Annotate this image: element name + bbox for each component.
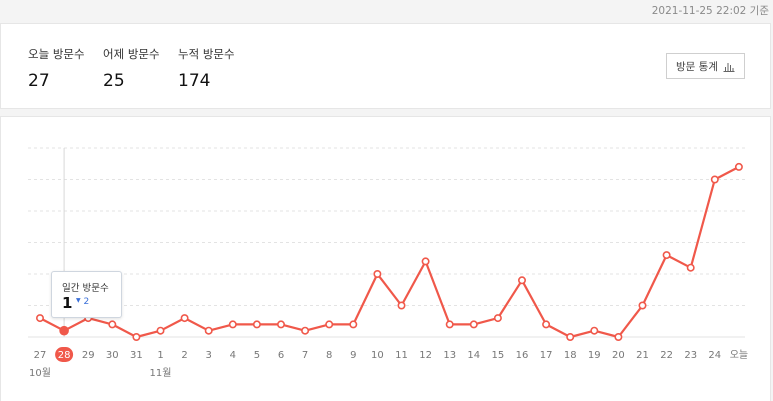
- chart-x-tick-label[interactable]: 9: [350, 350, 356, 361]
- chart-x-tick-label[interactable]: 23: [684, 350, 697, 361]
- chart-grid: [28, 147, 745, 338]
- chart-data-point[interactable]: [493, 314, 502, 323]
- visit-stats-button[interactable]: 방문 통계: [666, 53, 745, 79]
- chart-data-point[interactable]: [445, 320, 454, 329]
- chart-x-tick-label[interactable]: 17: [540, 350, 553, 361]
- chart-x-tick-label[interactable]: 30: [106, 350, 119, 361]
- chart-data-point[interactable]: [517, 276, 526, 285]
- chart-data-point[interactable]: [156, 326, 165, 335]
- down-arrow-icon: ▼: [76, 297, 81, 304]
- chart-x-tick-label[interactable]: 4: [230, 350, 236, 361]
- timestamp: 2021-11-25 22:02 기준: [651, 5, 769, 17]
- chart-data-point[interactable]: [662, 251, 671, 260]
- chart-x-tick-label[interactable]: 20: [612, 350, 625, 361]
- visit-stats-card: 오늘 방문수 27 어제 방문수 25 누적 방문수 174 방문 통계: [0, 23, 771, 109]
- chart-x-tick-label[interactable]: 16: [516, 350, 529, 361]
- chart-data-point[interactable]: [542, 320, 551, 329]
- chart-x-tick-label[interactable]: 8: [326, 350, 332, 361]
- chart-x-tick-label[interactable]: 2: [181, 350, 187, 361]
- chart-x-tick-label[interactable]: 1: [157, 350, 163, 361]
- tooltip-change: ▼ 2: [76, 297, 89, 307]
- chart-data-point[interactable]: [108, 320, 117, 329]
- chart-data-point[interactable]: [35, 314, 44, 323]
- chart-data-point[interactable]: [349, 320, 358, 329]
- chart-x-tick-label[interactable]: 18: [564, 350, 577, 361]
- tooltip-label: 일간 방문수: [62, 283, 109, 294]
- chart-data-point[interactable]: [252, 320, 261, 329]
- stat-today: 오늘 방문수 27: [28, 46, 85, 91]
- chart-data-point[interactable]: [469, 320, 478, 329]
- chart-data-point[interactable]: [397, 301, 406, 310]
- stat-yesterday-label: 어제 방문수: [103, 47, 160, 61]
- tooltip-change-value: 2: [83, 297, 90, 307]
- chart-data-point[interactable]: [686, 263, 695, 272]
- chart-data-point[interactable]: [204, 326, 213, 335]
- chart-x-tick-label[interactable]: 14: [467, 350, 480, 361]
- chart-x-tick-label[interactable]: 27: [34, 350, 47, 361]
- chart-x-tick-label[interactable]: 12: [419, 350, 432, 361]
- chart-x-tick-label[interactable]: 24: [708, 350, 721, 361]
- chart-x-tick-label[interactable]: 13: [443, 350, 456, 361]
- daily-visits-chart-card: [0, 116, 771, 401]
- chart-data-point[interactable]: [638, 301, 647, 310]
- chart-x-tick-label[interactable]: 31: [130, 350, 143, 361]
- stat-yesterday-value: 25: [103, 71, 125, 91]
- chart-data-point[interactable]: [301, 326, 310, 335]
- visit-stats-button-label: 방문 통계: [676, 60, 718, 73]
- stat-total-label: 누적 방문수: [178, 47, 235, 61]
- chart-series-layer: [39, 165, 740, 339]
- chart-x-tick-label[interactable]: 19: [588, 350, 601, 361]
- stat-total: 누적 방문수 174: [178, 46, 235, 91]
- chart-x-tick-label[interactable]: 10: [371, 350, 384, 361]
- chart-data-point[interactable]: [59, 325, 69, 336]
- bar-chart-icon: [723, 62, 735, 72]
- chart-axis-labels: 27 28 29 30 31 1 2 3 4 5 6 7 8 9 10 11 12 13 14 15 16 17 18 19 2…: [29, 347, 748, 379]
- chart-x-tick-label[interactable]: 28: [58, 350, 71, 361]
- chart-x-tick-label[interactable]: 3: [206, 350, 212, 361]
- chart-data-point[interactable]: [614, 332, 623, 341]
- stat-total-value: 174: [178, 71, 211, 91]
- chart-data-point[interactable]: [590, 326, 599, 335]
- chart-x-tick-label[interactable]: 5: [254, 350, 260, 361]
- chart-data-point[interactable]: [276, 320, 285, 329]
- chart-x-tick-label[interactable]: 오늘: [730, 349, 748, 361]
- chart-data-point[interactable]: [421, 257, 430, 266]
- chart-month-label: 10월: [29, 367, 51, 379]
- chart-x-tick-label[interactable]: 29: [82, 350, 95, 361]
- tooltip-value: 1: [62, 294, 73, 312]
- chart-data-point[interactable]: [566, 332, 575, 341]
- chart-data-point[interactable]: [710, 175, 719, 184]
- chart-data-point[interactable]: [734, 162, 743, 171]
- chart-points-layer: [35, 162, 743, 341]
- chart-x-tick-label[interactable]: 7: [302, 350, 308, 361]
- chart-x-tick-label[interactable]: 6: [278, 350, 284, 361]
- chart-series-line: [39, 165, 740, 339]
- chart-x-tick-label[interactable]: 22: [660, 350, 673, 361]
- chart-data-point[interactable]: [325, 320, 334, 329]
- stat-today-value: 27: [28, 71, 50, 91]
- chart-x-tick-label[interactable]: 21: [636, 350, 649, 361]
- chart-data-point[interactable]: [180, 314, 189, 323]
- chart-x-tick-label[interactable]: 15: [492, 350, 505, 361]
- chart-tooltip: 일간 방문수 1 ▼ 2: [51, 271, 122, 318]
- chart-data-point[interactable]: [132, 332, 141, 341]
- stat-yesterday: 어제 방문수 25: [103, 46, 160, 91]
- chart-data-point[interactable]: [373, 269, 382, 278]
- stat-today-label: 오늘 방문수: [28, 47, 85, 61]
- chart-month-label: 11월: [150, 367, 172, 379]
- chart-data-point[interactable]: [228, 320, 237, 329]
- selected-day-badge[interactable]: [55, 347, 74, 362]
- chart-x-tick-label[interactable]: 11: [395, 350, 408, 361]
